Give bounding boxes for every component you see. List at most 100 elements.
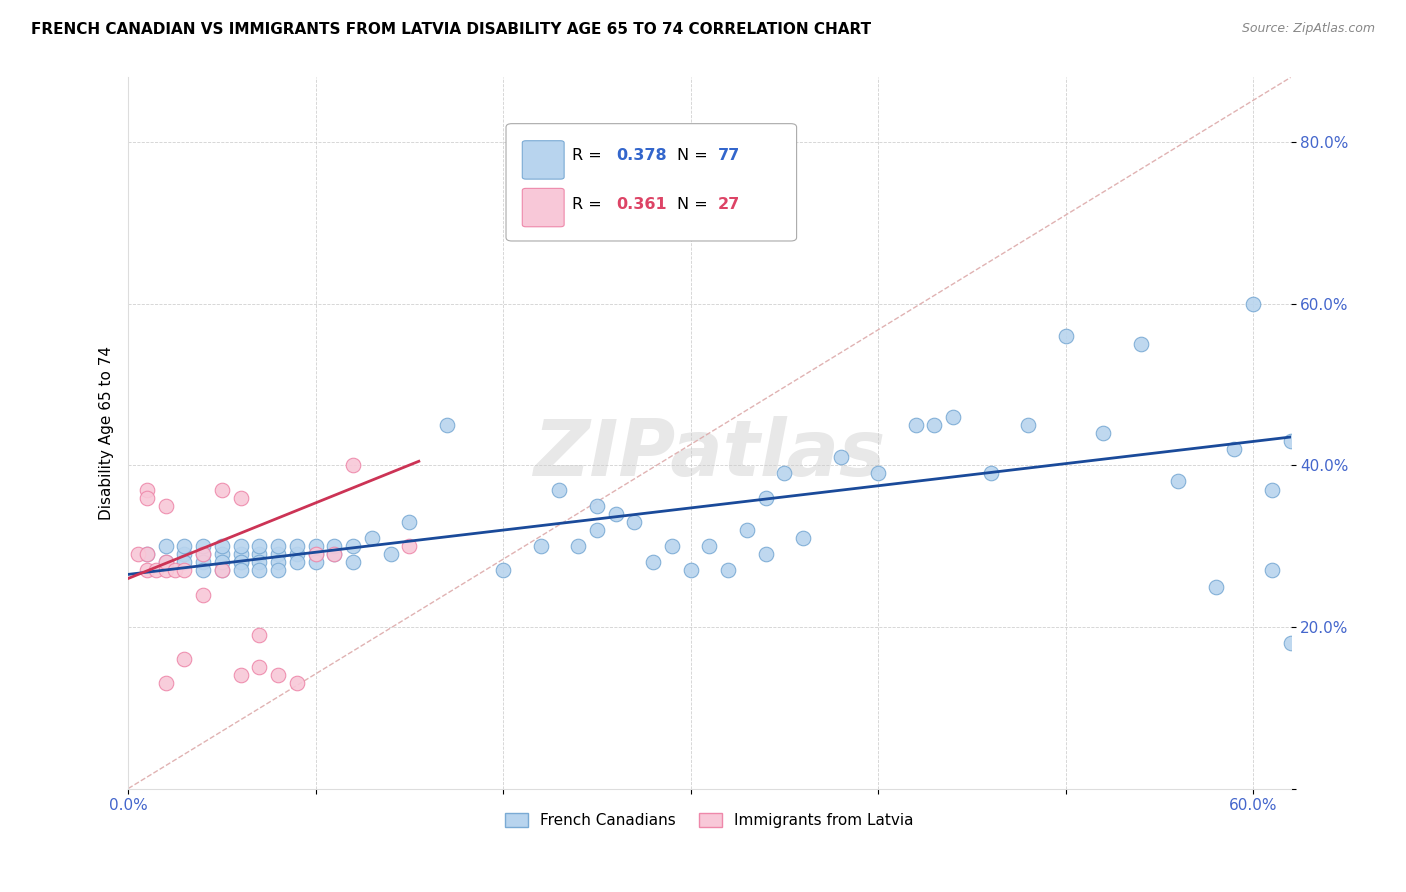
Text: FRENCH CANADIAN VS IMMIGRANTS FROM LATVIA DISABILITY AGE 65 TO 74 CORRELATION CH: FRENCH CANADIAN VS IMMIGRANTS FROM LATVI… xyxy=(31,22,872,37)
Point xyxy=(1261,483,1284,497)
Point xyxy=(492,563,515,577)
Point xyxy=(249,563,271,577)
Legend: French Canadians, Immigrants from Latvia: French Canadians, Immigrants from Latvia xyxy=(499,807,920,834)
Text: N =: N = xyxy=(676,196,713,211)
FancyBboxPatch shape xyxy=(522,141,564,179)
Point xyxy=(530,539,553,553)
Text: ZIPatlas: ZIPatlas xyxy=(533,417,886,492)
Point xyxy=(342,539,364,553)
Point xyxy=(211,547,233,561)
Point xyxy=(193,547,215,561)
Point xyxy=(305,539,328,553)
Text: 77: 77 xyxy=(717,148,740,163)
Text: Source: ZipAtlas.com: Source: ZipAtlas.com xyxy=(1241,22,1375,36)
Point xyxy=(623,515,645,529)
Point xyxy=(361,531,384,545)
Point xyxy=(145,563,167,577)
Point xyxy=(586,499,609,513)
Point xyxy=(229,547,252,561)
Point xyxy=(193,555,215,569)
Point xyxy=(285,547,308,561)
Point xyxy=(1129,337,1152,351)
Point xyxy=(229,555,252,569)
Point xyxy=(1279,636,1302,650)
Point xyxy=(342,555,364,569)
Point xyxy=(323,547,346,561)
Point xyxy=(305,547,328,561)
Text: N =: N = xyxy=(676,148,713,163)
Point xyxy=(1167,475,1189,489)
Point xyxy=(165,563,187,577)
Point xyxy=(267,668,290,682)
Point xyxy=(980,467,1002,481)
Point xyxy=(285,539,308,553)
Point xyxy=(735,523,758,537)
Point xyxy=(249,660,271,674)
FancyBboxPatch shape xyxy=(522,188,564,227)
Point xyxy=(1223,442,1246,457)
Point xyxy=(136,491,159,505)
Point xyxy=(868,467,890,481)
Point xyxy=(323,547,346,561)
Point xyxy=(586,523,609,537)
Point xyxy=(643,555,665,569)
Point xyxy=(942,409,965,424)
Point xyxy=(249,539,271,553)
Point xyxy=(830,450,852,465)
Point xyxy=(136,563,159,577)
Point xyxy=(342,458,364,473)
Point xyxy=(155,499,177,513)
Point xyxy=(548,483,571,497)
Point xyxy=(229,555,252,569)
Point xyxy=(773,467,796,481)
Point xyxy=(1054,329,1077,343)
Point xyxy=(173,563,195,577)
Point xyxy=(211,563,233,577)
Y-axis label: Disability Age 65 to 74: Disability Age 65 to 74 xyxy=(100,346,114,520)
Text: R =: R = xyxy=(572,148,607,163)
Point xyxy=(755,491,778,505)
Point xyxy=(267,563,290,577)
Point xyxy=(924,417,946,432)
Text: 0.378: 0.378 xyxy=(616,148,666,163)
Point xyxy=(305,555,328,569)
Point xyxy=(229,491,252,505)
Point xyxy=(211,539,233,553)
Point xyxy=(567,539,589,553)
Point xyxy=(211,483,233,497)
Point xyxy=(249,555,271,569)
Point xyxy=(249,547,271,561)
Text: 0.361: 0.361 xyxy=(616,196,666,211)
Point xyxy=(173,652,195,666)
Point xyxy=(229,563,252,577)
Point xyxy=(285,676,308,690)
Point xyxy=(661,539,683,553)
Point xyxy=(1241,296,1264,310)
Point xyxy=(229,539,252,553)
Point xyxy=(1261,563,1284,577)
Point xyxy=(1092,425,1115,440)
Point xyxy=(267,547,290,561)
Point xyxy=(193,539,215,553)
Point xyxy=(267,555,290,569)
Point xyxy=(127,547,149,561)
Point xyxy=(155,563,177,577)
Point xyxy=(267,539,290,553)
Text: 27: 27 xyxy=(717,196,740,211)
Point xyxy=(193,588,215,602)
Point xyxy=(136,547,159,561)
Point xyxy=(679,563,702,577)
Point xyxy=(323,539,346,553)
Point xyxy=(155,539,177,553)
Point xyxy=(211,563,233,577)
Point xyxy=(1279,434,1302,448)
Point xyxy=(398,539,420,553)
Point xyxy=(155,676,177,690)
Point xyxy=(211,555,233,569)
Point xyxy=(904,417,927,432)
Point xyxy=(285,555,308,569)
Point xyxy=(193,563,215,577)
Point xyxy=(136,547,159,561)
Text: R =: R = xyxy=(572,196,607,211)
Point xyxy=(1017,417,1039,432)
